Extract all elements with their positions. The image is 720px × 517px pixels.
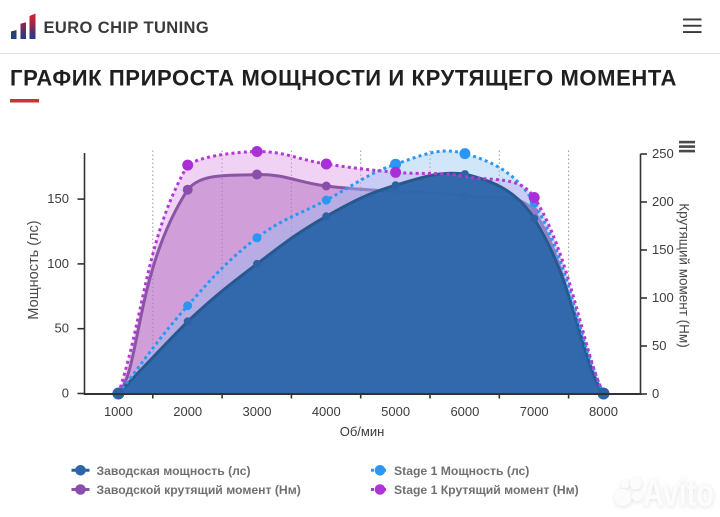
- svg-text:Мощность (лс): Мощность (лс): [26, 220, 42, 319]
- svg-text:2000: 2000: [173, 404, 202, 419]
- svg-text:150: 150: [47, 191, 69, 206]
- svg-text:Avito: Avito: [643, 473, 714, 516]
- svg-text:EURO CHIP TUNING: EURO CHIP TUNING: [44, 19, 210, 37]
- svg-text:4000: 4000: [312, 404, 341, 419]
- svg-text:1000: 1000: [104, 404, 133, 419]
- svg-text:3000: 3000: [243, 404, 272, 419]
- svg-text:ГРАФИК ПРИРОСТА МОЩНОСТИ И КРУ: ГРАФИК ПРИРОСТА МОЩНОСТИ И КРУТЯЩЕГО МОМ…: [10, 66, 677, 91]
- svg-text:Avito: Avito: [643, 472, 714, 515]
- svg-text:Крутящий момент (Нм): Крутящий момент (Нм): [677, 203, 692, 347]
- svg-text:6000: 6000: [450, 404, 479, 419]
- svg-text:5000: 5000: [381, 404, 410, 419]
- svg-text:50: 50: [652, 338, 666, 353]
- svg-text:100: 100: [652, 290, 674, 305]
- svg-text:200: 200: [652, 194, 674, 209]
- svg-text:Stage 1 Крутящий момент (Нм): Stage 1 Крутящий момент (Нм): [394, 483, 579, 497]
- svg-text:0: 0: [62, 386, 69, 401]
- svg-text:50: 50: [55, 321, 69, 336]
- svg-text:0: 0: [652, 386, 659, 401]
- svg-text:Об/мин: Об/мин: [340, 424, 385, 439]
- svg-text:8000: 8000: [589, 404, 618, 419]
- svg-text:Заводской крутящий момент (Нм): Заводской крутящий момент (Нм): [97, 483, 301, 497]
- svg-text:Stage 1 Мощность (лс): Stage 1 Мощность (лс): [394, 464, 529, 478]
- svg-text:7000: 7000: [520, 404, 549, 419]
- svg-text:Заводская мощность (лс): Заводская мощность (лс): [97, 464, 251, 478]
- svg-text:150: 150: [652, 242, 674, 257]
- svg-text:100: 100: [47, 256, 69, 271]
- svg-text:250: 250: [652, 146, 674, 161]
